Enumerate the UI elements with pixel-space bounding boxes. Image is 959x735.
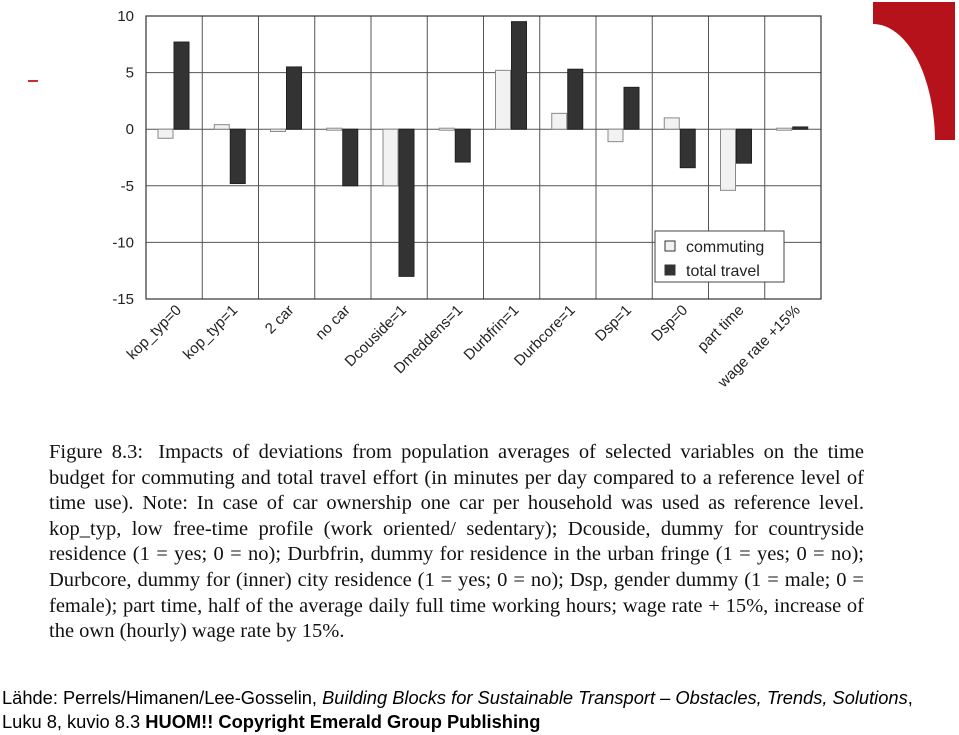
caption-text: Impacts of deviations from population av…: [49, 441, 865, 643]
bar-total-travel: [286, 66, 302, 130]
legend-label: total travel: [686, 263, 760, 280]
figure-caption: Figure 8.3: Impacts of deviations from p…: [49, 440, 864, 645]
y-axis-ticks: 10 5 0 -5 -10 -15: [112, 8, 134, 308]
bar-commuting: [720, 128, 736, 191]
bar-commuting: [326, 127, 343, 131]
decorative-red-dash: [28, 80, 38, 82]
x-category-label: 2 car: [262, 302, 298, 338]
bar-commuting: [270, 128, 286, 132]
bar-total-travel: [736, 128, 752, 164]
x-category-label: Dsp=0: [648, 302, 691, 345]
x-category-label: kop_typ=0: [124, 302, 185, 363]
bar-total-travel: [792, 126, 809, 130]
bar-total-travel: [342, 128, 359, 187]
bar-total-travel: [454, 128, 471, 163]
bar-total-travel: [229, 128, 246, 185]
legend-swatch: [664, 264, 676, 276]
y-tick-label: -5: [121, 178, 134, 195]
y-tick-label: 0: [126, 121, 134, 138]
plot-area-border: [145, 15, 822, 300]
bar-total-travel: [173, 41, 190, 130]
bar-commuting: [495, 69, 511, 130]
bar-commuting: [213, 124, 230, 130]
bar-total-travel: [623, 86, 640, 130]
y-tick-label: 10: [117, 8, 134, 25]
bar-commuting: [157, 128, 174, 139]
y-tick-label: -10: [112, 234, 134, 251]
bar-total-travel: [511, 21, 527, 130]
bar-commuting: [382, 128, 399, 187]
source-suffix: , Luku 8, kuvio 8.3: [2, 687, 913, 732]
book-title: Building Blocks for Sustainable Transpor…: [322, 687, 908, 708]
source-prefix: Lähde: Perrels/Himanen/Lee-Gosselin,: [2, 687, 323, 708]
bar-commuting: [663, 117, 680, 130]
legend: commuting total travel: [654, 230, 785, 283]
x-category-label: part time: [694, 302, 747, 355]
x-category-label: no car: [312, 302, 354, 344]
legend-swatch: [664, 240, 676, 252]
bar-total-travel: [679, 128, 696, 169]
x-category-label: kop_typ=1: [180, 302, 241, 363]
x-category-label: Dsp=1: [592, 302, 635, 345]
legend-label: commuting: [686, 239, 764, 256]
bar-commuting: [438, 127, 455, 131]
chart-bars: [157, 21, 809, 277]
x-category-label: Durbcore=1: [511, 302, 579, 370]
figure-label: Figure 8.3:: [49, 441, 144, 463]
y-tick-label: -15: [112, 291, 134, 308]
legend-box: [654, 230, 785, 283]
bar-total-travel: [567, 68, 584, 130]
copyright-warning: HUOM!! Copyright Emerald Group Publishin…: [145, 711, 541, 732]
bar-total-travel: [398, 128, 415, 277]
source-citation: Lähde: Perrels/Himanen/Lee-Gosselin, Bui…: [2, 686, 957, 734]
bar-commuting: [551, 112, 568, 130]
y-tick-label: 5: [126, 65, 134, 82]
bar-commuting: [607, 128, 624, 143]
bar-commuting: [776, 127, 793, 131]
